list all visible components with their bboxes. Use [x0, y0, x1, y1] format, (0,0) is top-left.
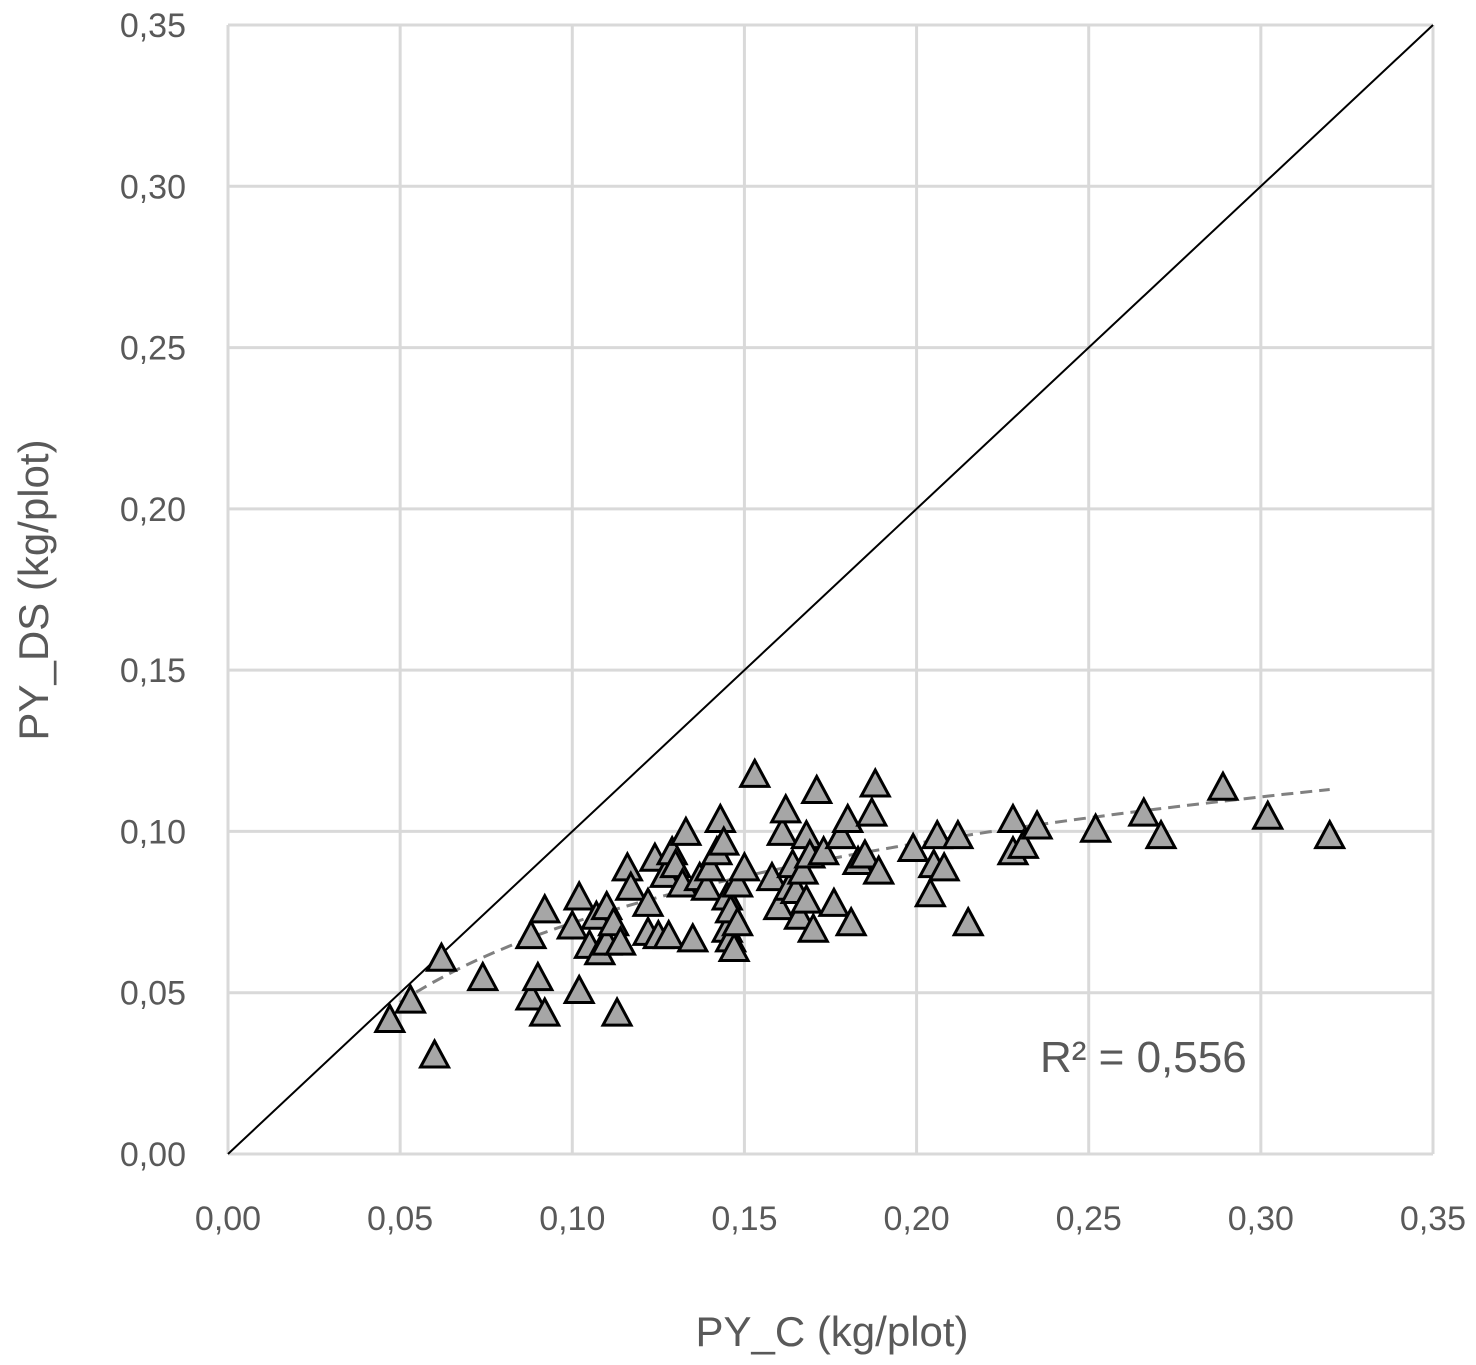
- data-point-triangle: [1127, 795, 1161, 827]
- data-point-triangle: [1206, 770, 1240, 801]
- data-point-triangle: [555, 908, 589, 940]
- data-point-triangle: [927, 850, 961, 882]
- axes: [226, 25, 1433, 1156]
- data-point-triangle: [796, 912, 830, 943]
- y-tick-label: 0,15: [120, 652, 186, 690]
- x-tick-labels: 0,00 0,05 0,10 0,15 0,20 0,25 0,30 0,35: [195, 1200, 1466, 1238]
- identity-line: [227, 24, 1434, 1155]
- data-point-triangle: [789, 883, 823, 914]
- data-point-triangle: [669, 815, 703, 846]
- y-tick-label: 0,05: [120, 975, 186, 1013]
- data-point-triangle: [834, 905, 868, 937]
- data-point-triangle: [858, 766, 892, 798]
- data-point-triangle: [1020, 808, 1054, 840]
- x-tick-label: 0,30: [1228, 1200, 1294, 1238]
- y-tick-label: 0,30: [120, 168, 186, 206]
- data-point-triangle: [800, 773, 834, 804]
- data-point-triangle: [690, 870, 724, 901]
- data-point-triangle: [1144, 818, 1178, 850]
- data-point-triangle: [848, 837, 882, 869]
- y-tick-label: 0,20: [120, 491, 186, 529]
- y-tick-labels: 0,00 0,05 0,10 0,15 0,20 0,25 0,30 0,35: [120, 7, 186, 1174]
- data-point-triangle: [614, 870, 648, 901]
- y-tick-label: 0,35: [120, 7, 186, 45]
- data-point-triangle: [824, 818, 858, 850]
- data-point-triangle: [693, 850, 727, 882]
- data-point-triangle: [562, 973, 596, 1004]
- data-point-triangle: [862, 853, 896, 885]
- data-point-triangle: [1313, 818, 1347, 850]
- data-point-triangle: [600, 995, 634, 1027]
- data-points: [373, 757, 1347, 1069]
- data-point-triangle: [727, 850, 761, 882]
- x-tick-label: 0,10: [539, 1200, 605, 1238]
- data-point-triangle: [783, 899, 817, 930]
- data-point-triangle: [1079, 812, 1113, 843]
- data-point-triangle: [562, 879, 596, 911]
- data-point-triangle: [996, 802, 1030, 834]
- data-point-triangle: [769, 792, 803, 824]
- data-point-triangle: [466, 960, 500, 992]
- data-point-triangle: [521, 960, 555, 992]
- data-point-triangle: [807, 834, 841, 866]
- data-point-triangle: [920, 818, 954, 850]
- data-point-triangle: [610, 850, 644, 882]
- data-point-triangle: [817, 886, 851, 917]
- y-tick-label: 0,25: [120, 330, 186, 368]
- y-tick-label: 0,00: [120, 1136, 186, 1174]
- data-point-triangle: [721, 866, 755, 898]
- x-tick-label: 0,25: [1056, 1200, 1122, 1238]
- data-point-triangle: [703, 802, 737, 834]
- data-point-triangle: [514, 918, 548, 950]
- data-point-triangle: [913, 876, 947, 908]
- data-point-triangle: [789, 818, 823, 850]
- data-point-triangle: [603, 924, 637, 956]
- x-axis-title: PY_C (kg/plot): [695, 1308, 968, 1355]
- data-point-triangle: [721, 905, 755, 937]
- data-point-triangle: [514, 979, 548, 1011]
- data-point-triangle: [418, 1037, 452, 1069]
- y-tick-label: 0,10: [120, 813, 186, 851]
- data-point-triangle: [941, 818, 975, 850]
- data-point-triangle: [393, 983, 427, 1014]
- data-point-triangle: [738, 757, 772, 788]
- trend-line: [399, 788, 1330, 1004]
- data-point-triangle: [676, 921, 710, 953]
- x-tick-label: 0,35: [1400, 1200, 1466, 1238]
- data-point-triangle: [707, 824, 741, 856]
- data-point-triangle: [528, 892, 562, 924]
- data-point-triangle: [424, 941, 458, 972]
- y-axis-title: PY_DS (kg/plot): [10, 439, 57, 740]
- data-point-triangle: [652, 918, 686, 950]
- data-point-triangle: [717, 931, 751, 963]
- data-point-triangle: [765, 815, 799, 846]
- data-point-triangle: [831, 802, 865, 834]
- data-point-triangle: [951, 905, 985, 937]
- data-point-triangle: [1006, 828, 1040, 859]
- data-point-triangle: [786, 853, 820, 885]
- x-tick-label: 0,15: [711, 1200, 777, 1238]
- x-tick-label: 0,00: [195, 1200, 261, 1238]
- grid-lines: [226, 23, 1435, 1156]
- data-point-triangle: [1251, 799, 1285, 830]
- data-point-triangle: [373, 1002, 407, 1034]
- r-squared-annotation: R² = 0,556: [1040, 1033, 1247, 1082]
- data-point-triangle: [896, 831, 930, 863]
- x-tick-label: 0,20: [883, 1200, 949, 1238]
- data-point-triangle: [855, 795, 889, 827]
- data-point-triangle: [762, 889, 796, 921]
- x-tick-label: 0,05: [367, 1200, 433, 1238]
- data-point-triangle: [528, 995, 562, 1027]
